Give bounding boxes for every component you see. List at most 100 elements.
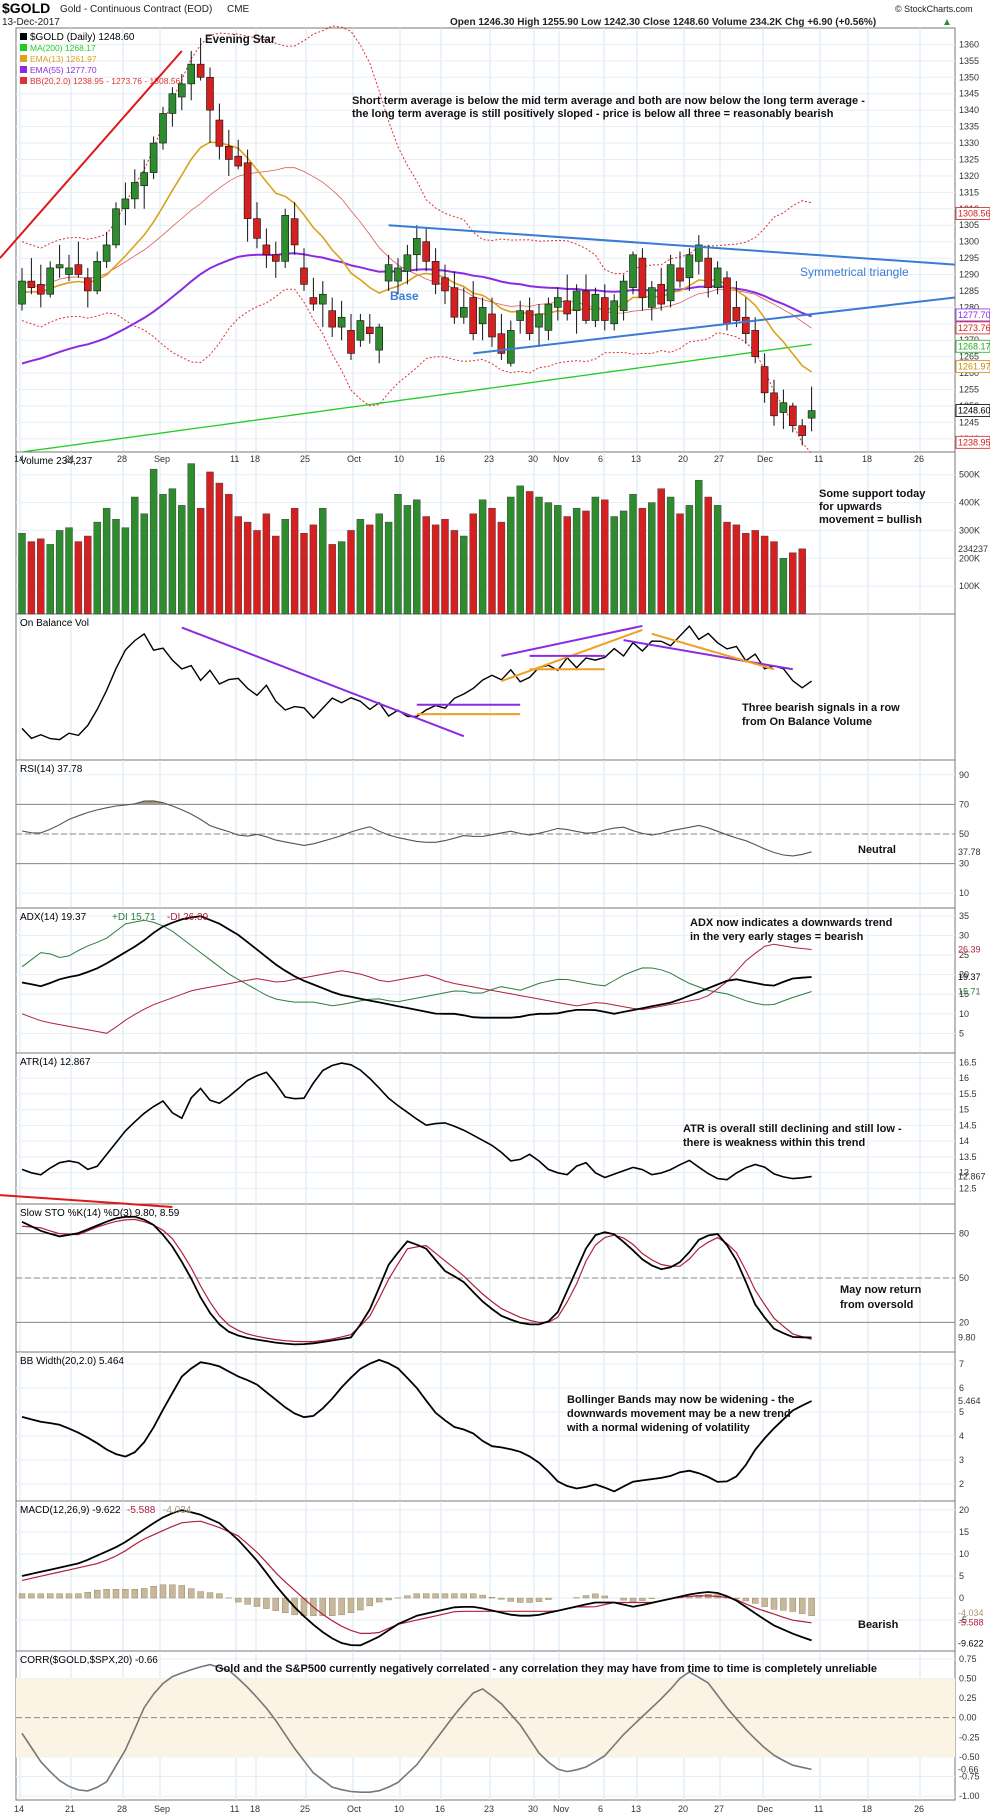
adx-last-label: 19.37 bbox=[958, 972, 981, 982]
macd-hist-bar bbox=[423, 1593, 430, 1599]
candle-body bbox=[262, 244, 271, 256]
volume-panel-content: Volume 234,237 100K 200K 300K 400K 500K 234237 bbox=[16, 456, 988, 615]
volume-bar bbox=[516, 485, 524, 615]
bbw-ytick: 3 bbox=[959, 1455, 964, 1465]
candle-body bbox=[441, 277, 449, 292]
price-right-label-box bbox=[955, 404, 990, 417]
macd-hist-bar bbox=[178, 1585, 186, 1599]
candle-body bbox=[243, 162, 252, 219]
legend-entry: BB(20,2.0) 1238.95 - 1273.76 - 1308.56 bbox=[30, 76, 181, 86]
volume-bar bbox=[478, 499, 487, 615]
volume-bar bbox=[610, 516, 618, 615]
volume-bar bbox=[309, 524, 318, 615]
candle-body bbox=[290, 218, 299, 246]
price-right-label-box bbox=[955, 339, 990, 353]
macd-hist-bar bbox=[272, 1597, 279, 1611]
volume-bar bbox=[760, 535, 769, 615]
candle-body bbox=[591, 293, 600, 321]
adx-ytick: 15 bbox=[959, 989, 969, 999]
candle-body bbox=[741, 316, 750, 334]
volume-bar bbox=[74, 541, 83, 615]
candle-body bbox=[638, 257, 647, 298]
macd-last-label: -4.034 bbox=[958, 1608, 984, 1618]
volume-bar bbox=[657, 488, 665, 615]
atr-ytick: 14 bbox=[959, 1136, 969, 1146]
macd-hist-bar bbox=[507, 1597, 514, 1602]
x-axis-label-bottom: 27 bbox=[714, 1804, 724, 1814]
atr-ytick: 13.5 bbox=[959, 1152, 977, 1162]
legend-swatch bbox=[20, 44, 27, 51]
macd-hist-bar bbox=[470, 1593, 477, 1599]
price-right-label: 1273.76 bbox=[958, 323, 990, 333]
price-ytick: 1260 bbox=[959, 368, 979, 378]
macd-legend-hist: -4.034 bbox=[163, 1505, 192, 1516]
header-copyright: © StockCharts.com bbox=[895, 4, 973, 14]
bbw-ytick: 7 bbox=[959, 1359, 964, 1369]
macd-hist-bar bbox=[789, 1597, 796, 1612]
volume-bar bbox=[507, 496, 515, 615]
candle-body bbox=[140, 172, 148, 187]
adx-last-label: 15.71 bbox=[958, 986, 981, 996]
x-axis-label-bottom: 14 bbox=[14, 1804, 24, 1814]
x-axis-label-bottom: Dec bbox=[757, 1804, 774, 1814]
x-axis: 14 14 21 21 28 28 Sep Sep 11 11 18 18 25 25 Oct Oct 10 10… bbox=[14, 454, 924, 1814]
x-axis-label-bottom: 18 bbox=[862, 1804, 872, 1814]
x-axis-label-bottom: Oct bbox=[347, 1804, 362, 1814]
macd-hist-bar bbox=[131, 1589, 139, 1599]
x-axis-label-bottom: 23 bbox=[484, 1804, 494, 1814]
candle-body bbox=[347, 330, 355, 354]
adx-line bbox=[21, 915, 812, 1019]
corr-ytick: 0.00 bbox=[959, 1713, 977, 1723]
candle-body bbox=[215, 119, 224, 147]
macd-hist-bar bbox=[103, 1589, 110, 1599]
macd-hist-bar bbox=[808, 1597, 815, 1616]
annotation-bbw-3: with a normal widening of volatility bbox=[566, 1422, 751, 1434]
x-axis-label-top: 13 bbox=[631, 454, 641, 464]
volume-bar bbox=[535, 496, 543, 615]
candle-body bbox=[74, 264, 83, 275]
adx-legend-plus: +DI 15.71 bbox=[112, 912, 156, 923]
candle-body bbox=[18, 280, 26, 305]
volume-bar bbox=[638, 507, 647, 615]
candle-body bbox=[36, 284, 45, 295]
candle-body bbox=[112, 208, 120, 246]
price-ytick: 1315 bbox=[959, 187, 979, 197]
volume-ytick: 200K bbox=[959, 553, 980, 563]
price-right-label: 1268.17 bbox=[958, 341, 990, 351]
panel-adx bbox=[15, 907, 956, 1054]
candle-body bbox=[168, 93, 177, 114]
macd-hist-bar bbox=[451, 1593, 458, 1599]
macd-hist-bar bbox=[695, 1595, 702, 1599]
atr-ytick: 13 bbox=[959, 1168, 969, 1178]
macd-hist-bar bbox=[37, 1593, 44, 1599]
price-right-label: 1277.70 bbox=[958, 310, 990, 320]
volume-bar bbox=[695, 480, 703, 615]
candle-body bbox=[300, 267, 308, 285]
atr-ytick: 16 bbox=[959, 1073, 969, 1083]
obv-panel-content: On Balance Vol bbox=[20, 618, 813, 741]
panel-bbw bbox=[15, 1351, 956, 1502]
candle-body bbox=[694, 244, 703, 262]
macd-hist-bar bbox=[526, 1597, 533, 1603]
candle-body bbox=[779, 402, 788, 413]
x-axis-label-top: 23 bbox=[484, 454, 494, 464]
volume-bar bbox=[779, 558, 788, 615]
macd-hist-bar bbox=[329, 1597, 336, 1616]
rsi-ytick: 70 bbox=[959, 799, 969, 809]
volume-bar bbox=[572, 507, 581, 615]
volume-bar bbox=[356, 519, 365, 615]
x-axis-label-bottom: 10 bbox=[394, 1804, 404, 1814]
x-axis-label-bottom: 11 bbox=[230, 1804, 239, 1814]
volume-ytick: 500K bbox=[959, 470, 980, 480]
macd-hist-bar bbox=[404, 1595, 411, 1599]
macd-hist-bar bbox=[517, 1597, 524, 1603]
legend-swatch bbox=[20, 66, 27, 73]
macd-hist-bar bbox=[385, 1597, 392, 1601]
rsi-last-label: 37.78 bbox=[958, 847, 981, 857]
volume-bar bbox=[206, 471, 214, 615]
adx-annotations: ADX now indicates a downwards trend in t… bbox=[690, 917, 892, 943]
rsi-panel-content: 10 30 50 70 90 RSI(14) 37.78 37.78 bbox=[16, 764, 981, 898]
candle-body bbox=[356, 320, 365, 341]
ma200-line bbox=[21, 343, 812, 453]
volume-bar bbox=[319, 507, 327, 615]
